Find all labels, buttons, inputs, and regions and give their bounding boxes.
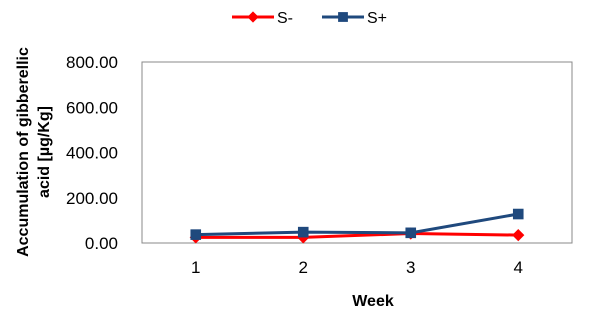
- y-tick-label: 0.00: [85, 234, 118, 253]
- legend-label: S-: [277, 10, 293, 27]
- x-tick-label: 4: [514, 258, 523, 277]
- y-axis-title: Accumulation of gibberellic acid [µg/Kg]: [15, 47, 53, 257]
- series-line: [195, 212, 519, 237]
- data-point: [297, 226, 309, 238]
- y-tick-label: 400.00: [66, 144, 118, 163]
- legend-entry: S+: [322, 10, 387, 27]
- plot-area: [141, 61, 573, 244]
- series-S+: [190, 208, 524, 240]
- x-axis-title: Week: [352, 293, 394, 310]
- x-tick-label: 3: [406, 258, 415, 277]
- y-axis: 0.00 200.00 400.00 600.00 800.00: [66, 53, 118, 253]
- data-point: [512, 228, 525, 242]
- y-tick-label: 600.00: [66, 98, 118, 117]
- y-axis-title-line: Accumulation of gibberellic: [15, 47, 32, 257]
- data-point: [190, 229, 202, 240]
- series-layer: [189, 208, 525, 244]
- legend-label: S+: [367, 10, 387, 27]
- data-point: [338, 12, 348, 22]
- data-point: [247, 11, 259, 23]
- data-point: [512, 208, 524, 220]
- legend: S- S+: [232, 10, 387, 27]
- y-tick-label: 200.00: [66, 189, 118, 208]
- x-axis: 1 2 3 4: [191, 258, 523, 277]
- x-tick-label: 1: [191, 258, 200, 277]
- series-line: [195, 231, 519, 239]
- data-point: [405, 227, 417, 239]
- y-tick-label: 800.00: [66, 53, 118, 72]
- x-tick-label: 2: [299, 258, 308, 277]
- legend-entry: S-: [232, 10, 293, 27]
- y-axis-title-line: acid [µg/Kg]: [36, 106, 53, 198]
